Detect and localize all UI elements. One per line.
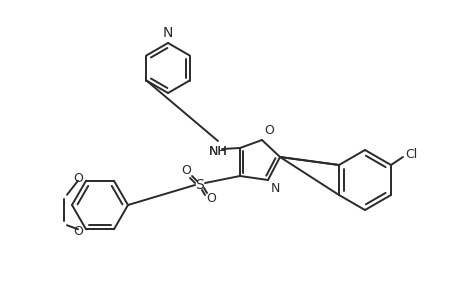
Text: S: S	[195, 178, 204, 192]
Text: O: O	[206, 191, 215, 205]
Text: Cl: Cl	[404, 148, 416, 161]
Text: O: O	[263, 124, 273, 137]
Text: NH: NH	[208, 145, 227, 158]
Text: O: O	[181, 164, 190, 176]
Text: O: O	[73, 225, 83, 238]
Text: N: N	[270, 182, 280, 195]
Text: N: N	[162, 26, 173, 40]
Text: O: O	[73, 172, 83, 185]
Text: NH: NH	[208, 145, 227, 158]
